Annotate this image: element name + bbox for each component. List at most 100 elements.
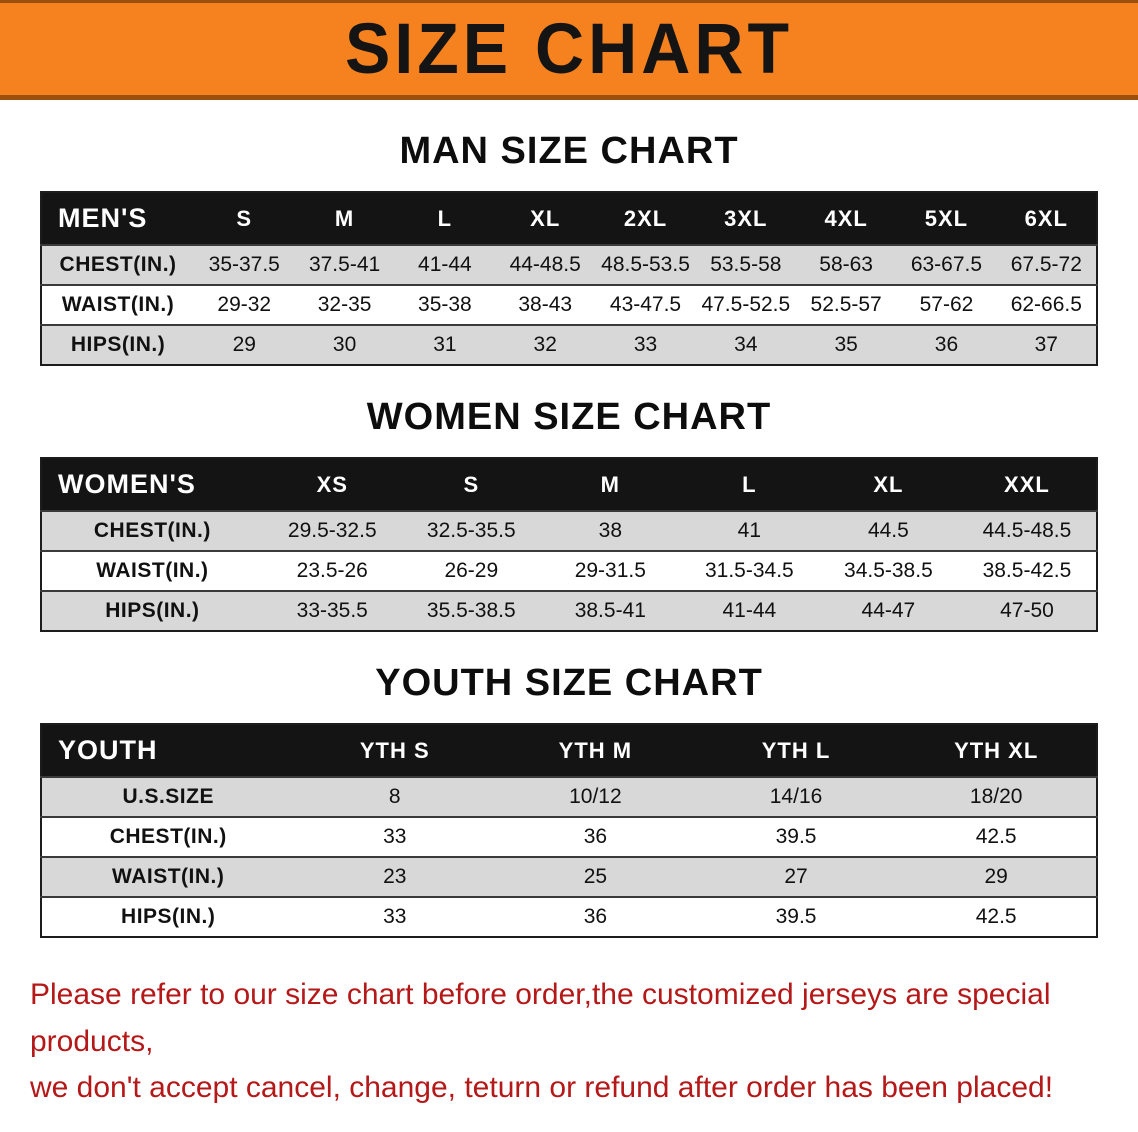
value-cell: 8 xyxy=(388,785,401,808)
value-cell: 18/20 xyxy=(969,785,1023,808)
youth-size-table: YOUTH YTH S YTH M YTH L YTH XL U.S.SIZE 8 10/12… xyxy=(40,723,1098,938)
value-cell: 37 xyxy=(1034,333,1058,356)
men-size-table: MEN'S S M L XL 2XL 3XL 4XL 5XL 6XL CHEST(IN.) 35-37… xyxy=(40,191,1098,366)
women-size-table: WOMEN'S XS S M L XL XXL CHEST(IN.) 29.5-32.5 32.5… xyxy=(40,457,1098,632)
value-cell: 47-50 xyxy=(1000,599,1054,622)
youth-section-heading: YOUTH SIZE CHART xyxy=(375,662,763,704)
women-size-column-header: L xyxy=(679,458,819,511)
men-table-corner-label: MEN'S xyxy=(41,192,195,245)
men-size-column-header: L xyxy=(394,192,496,245)
value-cell: 47.5-52.5 xyxy=(701,293,791,316)
youth-table-header-row: YOUTH YTH S YTH M YTH L YTH XL xyxy=(41,724,1097,777)
women-table-header-row: WOMEN'S XS S M L XL XXL xyxy=(41,458,1097,511)
value-cell: 23.5-26 xyxy=(296,559,368,582)
value-cell: 33 xyxy=(383,905,407,928)
value-cell: 32 xyxy=(533,333,557,356)
youth-size-column-header: YTH L xyxy=(695,724,897,777)
men-size-column-header: 3XL xyxy=(695,192,796,245)
youth-table-row: WAIST(IN.) 23 25 27 29 xyxy=(41,857,1097,897)
women-table-row: CHEST(IN.) 29.5-32.5 32.5-35.5 38 41 44.5 44.5… xyxy=(41,511,1097,551)
men-table-row: HIPS(IN.) 29 30 31 32 33 34 35 36 37 xyxy=(41,325,1097,365)
value-cell: 48.5-53.5 xyxy=(601,253,690,276)
page-title: SIZE CHART xyxy=(345,9,793,89)
row-label: CHEST(IN.) xyxy=(59,253,177,276)
men-section-heading: MAN SIZE CHART xyxy=(399,130,739,172)
size-charts-container: MAN SIZE CHART MEN'S S M L XL 2XL 3XL 4XL 5XL 6XL C… xyxy=(0,130,1138,938)
value-cell: 39.5 xyxy=(775,905,817,928)
value-cell: 35-37.5 xyxy=(208,253,280,276)
row-label: HIPS(IN.) xyxy=(70,333,166,356)
value-cell: 44.5-48.5 xyxy=(982,519,1072,542)
value-cell: 67.5-72 xyxy=(1010,253,1082,276)
men-size-column-header: 2XL xyxy=(595,192,696,245)
footer-note: Please refer to our size chart before or… xyxy=(0,972,1138,1112)
youth-size-column-header: YTH S xyxy=(294,724,496,777)
value-cell: 36 xyxy=(934,333,959,356)
men-table-header-row: MEN'S S M L XL 2XL 3XL 4XL 5XL 6XL xyxy=(41,192,1097,245)
value-cell: 32.5-35.5 xyxy=(426,519,516,542)
women-size-column-header: XS xyxy=(262,458,402,511)
value-cell: 35 xyxy=(834,333,858,356)
value-cell: 41 xyxy=(737,519,762,542)
youth-table-row: CHEST(IN.) 33 36 39.5 42.5 xyxy=(41,817,1097,857)
value-cell: 57-62 xyxy=(919,293,974,316)
women-table-corner-label: WOMEN'S xyxy=(41,458,263,511)
value-cell: 29-32 xyxy=(217,293,272,316)
women-table-row: WAIST(IN.) 23.5-26 26-29 29-31.5 31.5-34.5 34… xyxy=(41,551,1097,591)
value-cell: 39.5 xyxy=(775,825,817,848)
value-cell: 41-44 xyxy=(722,599,777,622)
value-cell: 14/16 xyxy=(769,785,823,808)
value-cell: 30 xyxy=(332,333,357,356)
men-size-column-header: 6XL xyxy=(996,192,1097,245)
value-cell: 29.5-32.5 xyxy=(287,519,377,542)
youth-size-column-header: YTH XL xyxy=(896,724,1097,777)
value-cell: 62-66.5 xyxy=(1010,293,1082,316)
value-cell: 31 xyxy=(433,333,457,356)
value-cell: 32-35 xyxy=(317,293,372,316)
value-cell: 29 xyxy=(984,865,1008,888)
value-cell: 25 xyxy=(583,865,608,888)
value-cell: 23 xyxy=(383,865,407,888)
value-cell: 44-47 xyxy=(861,599,916,622)
row-label: CHEST(IN.) xyxy=(109,825,227,848)
note-line-2: we don't accept cancel, change, teturn o… xyxy=(30,1071,1054,1104)
value-cell: 42.5 xyxy=(975,905,1017,928)
value-cell: 36 xyxy=(583,825,608,848)
value-cell: 38.5-41 xyxy=(574,599,646,622)
value-cell: 31.5-34.5 xyxy=(704,559,794,582)
men-size-column-header: S xyxy=(194,192,295,245)
value-cell: 35-38 xyxy=(418,293,472,316)
men-table-row: WAIST(IN.) 29-32 32-35 35-38 38-43 43-47.5 47.… xyxy=(41,285,1097,325)
value-cell: 38.5-42.5 xyxy=(982,559,1072,582)
banner: SIZE CHART xyxy=(0,0,1138,100)
value-cell: 38 xyxy=(598,519,622,542)
men-table-row: CHEST(IN.) 35-37.5 37.5-41 41-44 44-48.5 48.5… xyxy=(41,245,1097,285)
value-cell: 53.5-58 xyxy=(710,253,782,276)
value-cell: 38-43 xyxy=(518,293,573,316)
value-cell: 35.5-38.5 xyxy=(426,599,516,622)
value-cell: 34 xyxy=(734,333,758,356)
value-cell: 52.5-57 xyxy=(810,293,882,316)
row-label: WAIST(IN.) xyxy=(96,559,209,582)
note-line-1: Please refer to our size chart before or… xyxy=(30,978,1051,1058)
women-size-column-header: XXL xyxy=(957,458,1097,511)
value-cell: 58-63 xyxy=(819,253,873,276)
youth-table-row: HIPS(IN.) 33 36 39.5 42.5 xyxy=(41,897,1097,937)
youth-table-row: U.S.SIZE 8 10/12 14/16 18/20 xyxy=(41,777,1097,817)
value-cell: 34.5-38.5 xyxy=(844,559,933,582)
value-cell: 10/12 xyxy=(569,785,622,808)
size-chart-section-women: WOMEN SIZE CHART WOMEN'S XS S M L XL XXL CHEST(I… xyxy=(0,396,1138,632)
value-cell: 26-29 xyxy=(444,559,499,582)
women-size-column-header: M xyxy=(540,458,680,511)
row-label: HIPS(IN.) xyxy=(105,599,200,622)
men-size-column-header: 4XL xyxy=(795,192,897,245)
value-cell: 33 xyxy=(383,825,407,848)
value-cell: 44.5 xyxy=(867,519,909,542)
men-size-column-header: 5XL xyxy=(896,192,997,245)
women-table-row: HIPS(IN.) 33-35.5 35.5-38.5 38.5-41 41-44 44-… xyxy=(41,591,1097,631)
value-cell: 29-31.5 xyxy=(574,559,646,582)
value-cell: 42.5 xyxy=(975,825,1017,848)
row-label: WAIST(IN.) xyxy=(61,293,175,316)
men-size-column-header: M xyxy=(294,192,395,245)
value-cell: 36 xyxy=(583,905,608,928)
